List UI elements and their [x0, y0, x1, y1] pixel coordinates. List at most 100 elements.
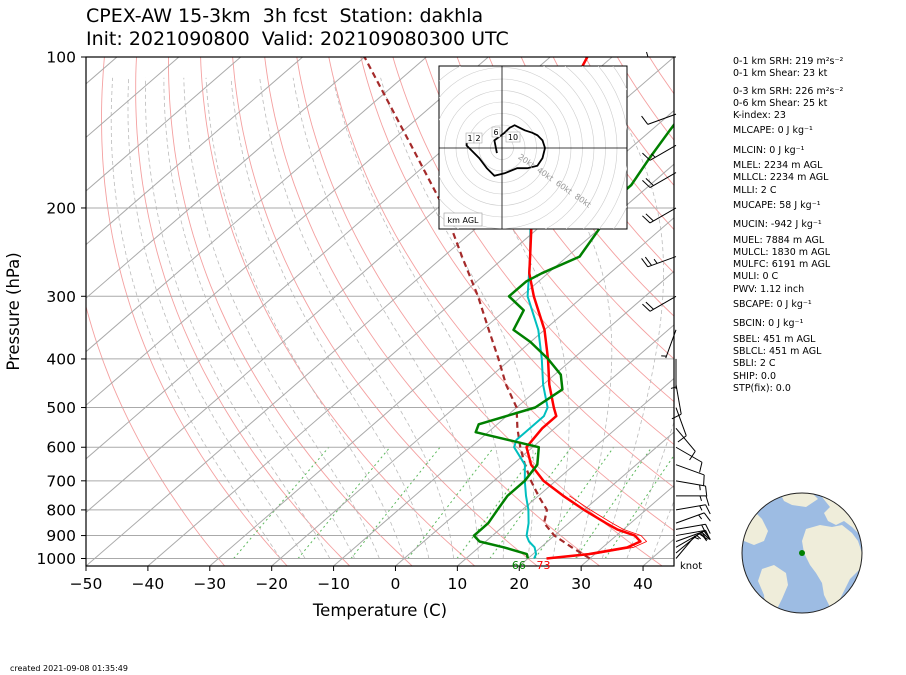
y-tick-label: 500: [46, 399, 76, 417]
index-kindex: K-index: 23: [733, 110, 786, 122]
wind-units-label: knot: [680, 561, 702, 572]
x-tick-label: −40: [132, 575, 165, 593]
wind-barb: [642, 172, 677, 189]
moist-adiabat: [110, 77, 281, 559]
wind-barb: [642, 295, 677, 312]
chart-subtitle: Init: 2021090800 Valid: 202109080300 UTC: [86, 28, 509, 50]
moist-adiabat: [163, 77, 355, 559]
wind-barb: [641, 256, 677, 268]
index-mlel: MLEL: 2234 m AGL: [733, 160, 823, 172]
y-tick-label: 1000: [37, 550, 76, 568]
hodograph-units-label: km AGL: [448, 216, 480, 225]
moist-adiabat: [292, 77, 479, 559]
moist-adiabat: [651, 500, 674, 559]
hodograph-height-box: [505, 131, 521, 143]
hodograph-height-box: [473, 132, 483, 144]
index-sbel: SBEL: 451 m AGL: [733, 333, 816, 345]
mixing-ratio-line: [350, 446, 441, 559]
hodograph-height-box: [491, 126, 501, 138]
x-axis-label: Temperature (C): [312, 601, 447, 620]
index-mulcl: MULCL: 1830 m AGL: [733, 246, 831, 258]
x-tick-label: −10: [317, 575, 350, 593]
index-stp: STP(fix): 0.0: [733, 382, 791, 394]
dry-adiabat: [86, 304, 226, 566]
wind-barb: [675, 512, 711, 524]
y-tick-label: 400: [46, 350, 76, 368]
index-sbcin: SBCIN: 0 J kg⁻¹: [733, 318, 804, 330]
y-tick-label: 100: [46, 49, 76, 67]
moist-adiabat: [259, 77, 454, 559]
y-tick-label: 600: [46, 439, 76, 457]
index-mulfc: MULFC: 6191 m AGL: [733, 259, 831, 271]
wind-barb: [642, 144, 677, 161]
hodograph-height-label: 2: [475, 134, 480, 143]
wind-barb: [661, 329, 677, 359]
index-sbli: SBLI: 2 C: [733, 358, 776, 370]
station-marker: [799, 550, 805, 556]
virtual-temperature-line: [552, 495, 647, 559]
y-tick-label: 700: [46, 472, 76, 490]
wind-barb: [671, 384, 682, 420]
x-tick-label: 0: [391, 575, 401, 593]
moist-adiabat: [144, 77, 331, 559]
plot-area: [86, 57, 674, 566]
index-mllcl: MLLCL: 2234 m AGL: [733, 172, 829, 184]
x-tick-label: 30: [571, 575, 591, 593]
isotherm: [86, 57, 242, 192]
wind-barb: [676, 495, 710, 506]
wind-barb: [675, 504, 711, 515]
index-ship: SHIP: 0.0: [733, 370, 777, 382]
dry-adiabat: [584, 57, 674, 187]
mixing-ratio-line: [575, 446, 653, 559]
index-mlli: MLLI: 2 C: [733, 184, 777, 196]
x-tick-label: −30: [193, 575, 226, 593]
index-mucin: MUCIN: -942 J kg⁻¹: [733, 219, 822, 231]
moist-adiabat: [205, 77, 405, 559]
moist-adiabat: [183, 77, 380, 559]
isotherm: [86, 57, 365, 299]
index-sblcl: SBLCL: 451 m AGL: [733, 345, 822, 357]
globe-locator: [741, 492, 863, 614]
wind-barb: [670, 358, 677, 389]
index-shear01: 0-1 km Shear: 23 kt: [733, 68, 828, 80]
index-sbcape: SBCAPE: 0 J kg⁻¹: [733, 299, 812, 311]
moist-adiabat: [230, 77, 430, 559]
index-srh03: 0-3 km SRH: 226 m²s⁻²: [733, 85, 844, 97]
wind-barb: [675, 427, 696, 461]
axes-frame: [85, 56, 675, 567]
index-muli: MULI: 0 C: [733, 271, 779, 283]
x-tick-label: 40: [633, 575, 653, 593]
hodograph-height-label: 10: [508, 133, 518, 142]
y-tick-label: 300: [46, 288, 76, 306]
index-shear06: 0-6 km Shear: 25 kt: [733, 97, 828, 109]
chart-title: CPEX-AW 15-3km 3h fcst Station: dakhla: [86, 5, 484, 27]
isotherm: [86, 57, 427, 353]
index-muel: MUEL: 7884 m AGL: [733, 234, 825, 246]
y-tick-label: 200: [46, 199, 76, 217]
wind-barb: [642, 207, 677, 224]
index-mucape: MUCAPE: 58 J kg⁻¹: [733, 199, 821, 211]
moist-adiabat: [626, 420, 674, 559]
x-tick-label: 10: [448, 575, 468, 593]
wind-barb: [675, 535, 699, 559]
isotherm: [86, 57, 489, 406]
wind-barb: [675, 480, 708, 497]
wind-barb: [675, 407, 687, 443]
index-pwv: PWV: 1.12 inch: [733, 283, 805, 295]
x-tick-label: −50: [70, 575, 103, 593]
index-mlcin: MLCIN: 0 J kg⁻¹: [733, 144, 805, 156]
hodograph-units-box: [443, 212, 483, 227]
hodograph-height-label: 6: [493, 128, 498, 137]
dry-adiabat: [168, 57, 413, 566]
hodograph-trace: [465, 124, 546, 177]
surface-temperature-label: 73: [536, 559, 550, 572]
wind-barb: [646, 51, 676, 58]
hodograph-height-label: 1: [467, 134, 472, 143]
wind-barb: [675, 446, 703, 473]
y-axis-label: Pressure (hPa): [4, 252, 23, 370]
wind-barb: [675, 529, 711, 541]
y-tick-label: 800: [46, 501, 76, 519]
x-tick-label: 20: [509, 575, 529, 593]
